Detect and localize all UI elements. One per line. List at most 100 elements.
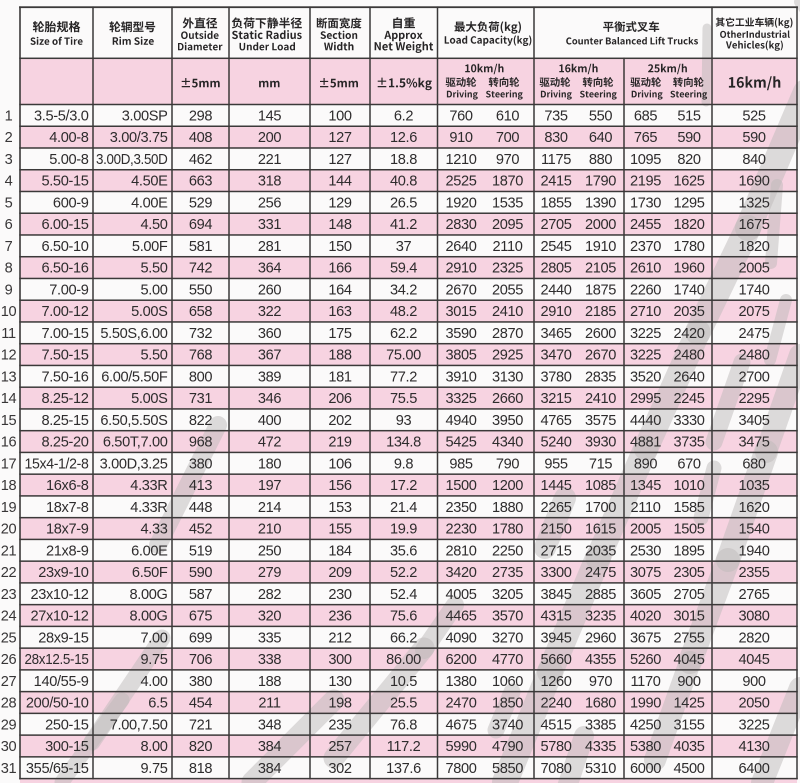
svg-text:2110: 2110 (493, 239, 523, 255)
svg-text:413: 413 (189, 478, 213, 494)
svg-text:3930: 3930 (585, 435, 616, 451)
svg-text:7.50-16: 7.50-16 (41, 369, 88, 385)
svg-text:3420: 3420 (445, 565, 476, 581)
svg-text:1740: 1740 (738, 282, 769, 298)
svg-text:3.00D,3.50D: 3.00D,3.50D (96, 152, 168, 168)
svg-text:23x10-12: 23x10-12 (30, 587, 88, 603)
svg-text:2410: 2410 (585, 391, 616, 407)
svg-text:389: 389 (258, 369, 282, 385)
svg-text:6000: 6000 (630, 761, 661, 777)
svg-text:62.2: 62.2 (390, 326, 417, 342)
svg-text:212: 212 (328, 630, 352, 646)
svg-text:279: 279 (258, 565, 282, 581)
svg-text:1820: 1820 (673, 217, 704, 233)
svg-text:2470: 2470 (445, 696, 476, 712)
svg-text:4.33: 4.33 (140, 522, 167, 538)
svg-text:3845: 3845 (540, 587, 571, 603)
svg-text:21.4: 21.4 (390, 500, 417, 516)
svg-text:1675: 1675 (738, 217, 769, 233)
svg-text:52.2: 52.2 (390, 565, 417, 581)
svg-text:3235: 3235 (585, 609, 616, 625)
svg-text:9: 9 (5, 282, 13, 298)
svg-text:66.2: 66.2 (390, 630, 417, 646)
svg-text:188: 188 (328, 348, 352, 364)
svg-text:721: 721 (189, 717, 213, 733)
svg-text:28x12.5-15: 28x12.5-15 (25, 652, 89, 668)
svg-text:5.50: 5.50 (140, 348, 167, 364)
svg-text:322: 322 (258, 304, 282, 320)
svg-text:27: 27 (1, 674, 17, 690)
svg-text:1910: 1910 (585, 239, 616, 255)
svg-text:4020: 4020 (630, 609, 661, 625)
svg-text:5.50-15: 5.50-15 (41, 174, 88, 190)
svg-text:360: 360 (258, 326, 282, 342)
svg-text:4465: 4465 (445, 609, 476, 625)
svg-text:2295: 2295 (738, 391, 769, 407)
svg-text:181: 181 (328, 369, 352, 385)
svg-text:2240: 2240 (540, 696, 571, 712)
svg-text:214: 214 (258, 500, 282, 516)
svg-text:2415: 2415 (540, 174, 571, 190)
svg-text:175: 175 (328, 326, 352, 342)
svg-text:1210: 1210 (445, 152, 476, 168)
svg-text:4315: 4315 (540, 609, 571, 625)
svg-text:10: 10 (1, 304, 17, 320)
svg-text:1690: 1690 (738, 174, 769, 190)
svg-text:1680: 1680 (585, 696, 616, 712)
svg-text:529: 529 (189, 196, 213, 212)
svg-text:52.4: 52.4 (390, 587, 417, 603)
svg-text:2810: 2810 (445, 543, 476, 559)
svg-text:230: 230 (328, 587, 352, 603)
svg-text:830: 830 (544, 130, 568, 146)
svg-text:1780: 1780 (673, 239, 704, 255)
svg-text:380: 380 (189, 674, 213, 690)
svg-text:5.50: 5.50 (140, 261, 167, 277)
svg-text:5850: 5850 (492, 761, 523, 777)
svg-text:129: 129 (328, 196, 352, 212)
svg-text:2355: 2355 (738, 565, 769, 581)
svg-text:23x9-10: 23x9-10 (38, 565, 89, 581)
svg-text:732: 732 (189, 326, 213, 342)
svg-text:2610: 2610 (630, 261, 661, 277)
svg-text:20: 20 (1, 522, 17, 538)
svg-text:18: 18 (1, 478, 17, 494)
svg-text:670: 670 (677, 456, 701, 472)
svg-text:5780: 5780 (540, 739, 571, 755)
svg-text:3405: 3405 (738, 413, 769, 429)
svg-text:2095: 2095 (492, 217, 523, 233)
svg-text:3735: 3735 (673, 435, 704, 451)
svg-text:4770: 4770 (492, 652, 523, 668)
svg-text:8.25-15: 8.25-15 (41, 413, 88, 429)
svg-text:250: 250 (258, 543, 282, 559)
svg-text:1990: 1990 (630, 696, 661, 712)
svg-text:257: 257 (328, 739, 352, 755)
svg-text:735: 735 (544, 109, 568, 125)
svg-text:197: 197 (258, 478, 282, 494)
svg-text:2105: 2105 (585, 261, 616, 277)
svg-text:3945: 3945 (540, 630, 571, 646)
svg-text:37: 37 (396, 239, 412, 255)
svg-text:2150: 2150 (540, 522, 571, 538)
svg-text:25: 25 (1, 630, 17, 646)
svg-text:2475: 2475 (585, 565, 616, 581)
svg-text:1880: 1880 (492, 500, 523, 516)
svg-text:2925: 2925 (492, 348, 523, 364)
svg-text:19.9: 19.9 (390, 522, 417, 538)
svg-text:2035: 2035 (673, 304, 704, 320)
svg-text:1095: 1095 (630, 152, 661, 168)
svg-text:5: 5 (5, 196, 13, 212)
svg-text:19: 19 (1, 500, 17, 516)
svg-text:318: 318 (258, 174, 282, 190)
svg-text:6.50,5.50S: 6.50,5.50S (100, 413, 168, 429)
svg-text:768: 768 (189, 348, 213, 364)
svg-text:2480: 2480 (738, 348, 769, 364)
svg-text:164: 164 (328, 282, 352, 298)
svg-text:221: 221 (258, 152, 282, 168)
svg-text:17: 17 (1, 456, 17, 472)
svg-text:2835: 2835 (585, 369, 616, 385)
svg-text:7.00: 7.00 (140, 630, 167, 646)
svg-text:3465: 3465 (540, 326, 571, 342)
svg-text:40.8: 40.8 (390, 174, 417, 190)
svg-text:7.00-12: 7.00-12 (41, 304, 88, 320)
svg-text:18.8: 18.8 (390, 152, 417, 168)
